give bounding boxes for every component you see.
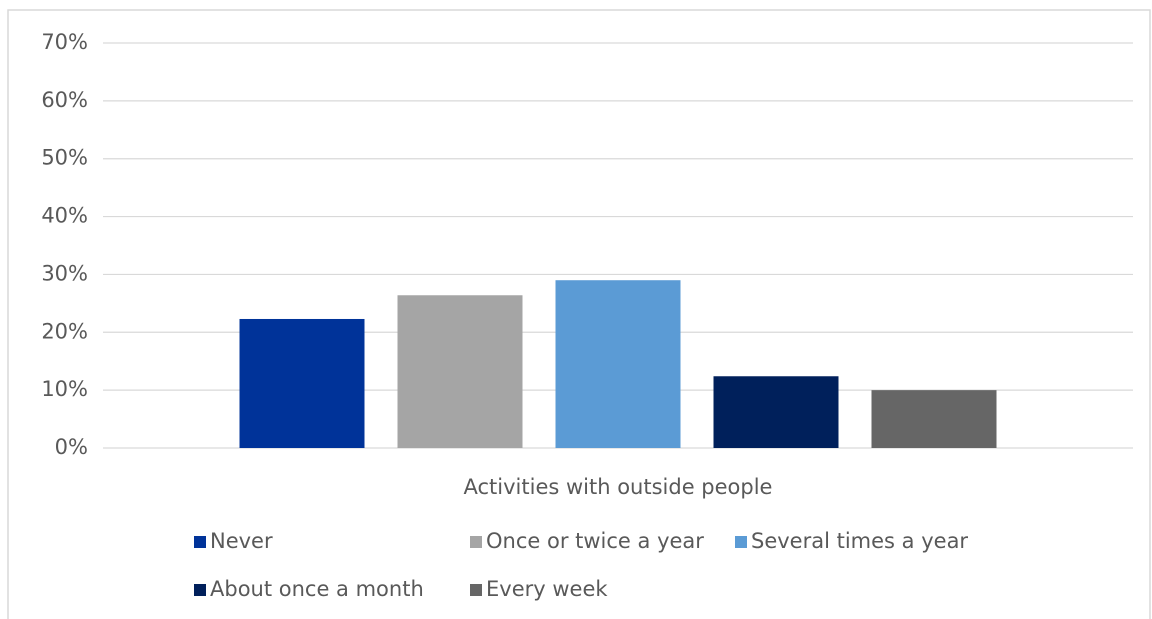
y-tick-label: 70%: [41, 30, 88, 54]
legend-swatch: [194, 584, 206, 596]
bar: [555, 280, 681, 448]
y-tick-label: 60%: [41, 88, 88, 112]
chart-border: [7, 9, 1151, 619]
bar: [239, 318, 365, 448]
y-tick-label: 50%: [41, 146, 88, 170]
legend-swatch: [470, 584, 482, 596]
legend-label: About once a month: [210, 577, 424, 601]
bar: [397, 295, 523, 448]
legend-label: Every week: [486, 577, 608, 601]
legend-swatch: [735, 536, 747, 548]
y-tick-label: 20%: [41, 319, 88, 343]
y-tick-label: 0%: [55, 435, 88, 459]
legend-label: Several times a year: [751, 529, 968, 553]
y-tick-label: 40%: [41, 204, 88, 228]
legend-label: Once or twice a year: [486, 529, 704, 553]
legend-swatch: [470, 536, 482, 548]
y-tick-label: 10%: [41, 377, 88, 401]
legend-label: Never: [210, 529, 273, 553]
legend-swatch: [194, 536, 206, 548]
x-tick-label: Activities with outside people: [464, 475, 773, 499]
y-tick-label: 30%: [41, 261, 88, 285]
bar: [713, 376, 839, 448]
bar: [871, 390, 997, 448]
